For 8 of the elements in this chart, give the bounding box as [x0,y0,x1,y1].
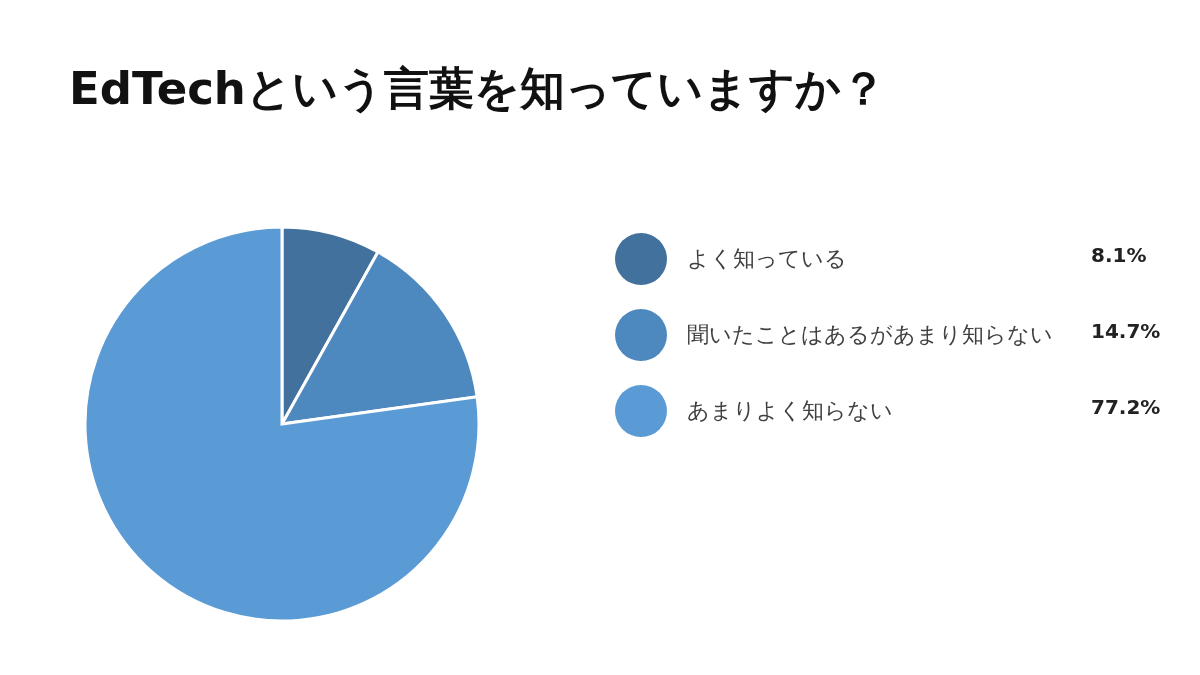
data-label: 77.2% [1091,395,1161,419]
legend-label: よく知っている [687,246,847,271]
pie-slice [83,225,481,623]
chart-title: EdTechという言葉を知っていますか？ [69,62,886,115]
data-label: 8.1% [1091,243,1147,267]
legend-label: 聞いたことはあるがあまり知らない [687,322,1053,347]
data-label: 14.7% [1091,319,1161,343]
legend-label: あまりよく知らない [687,398,893,423]
